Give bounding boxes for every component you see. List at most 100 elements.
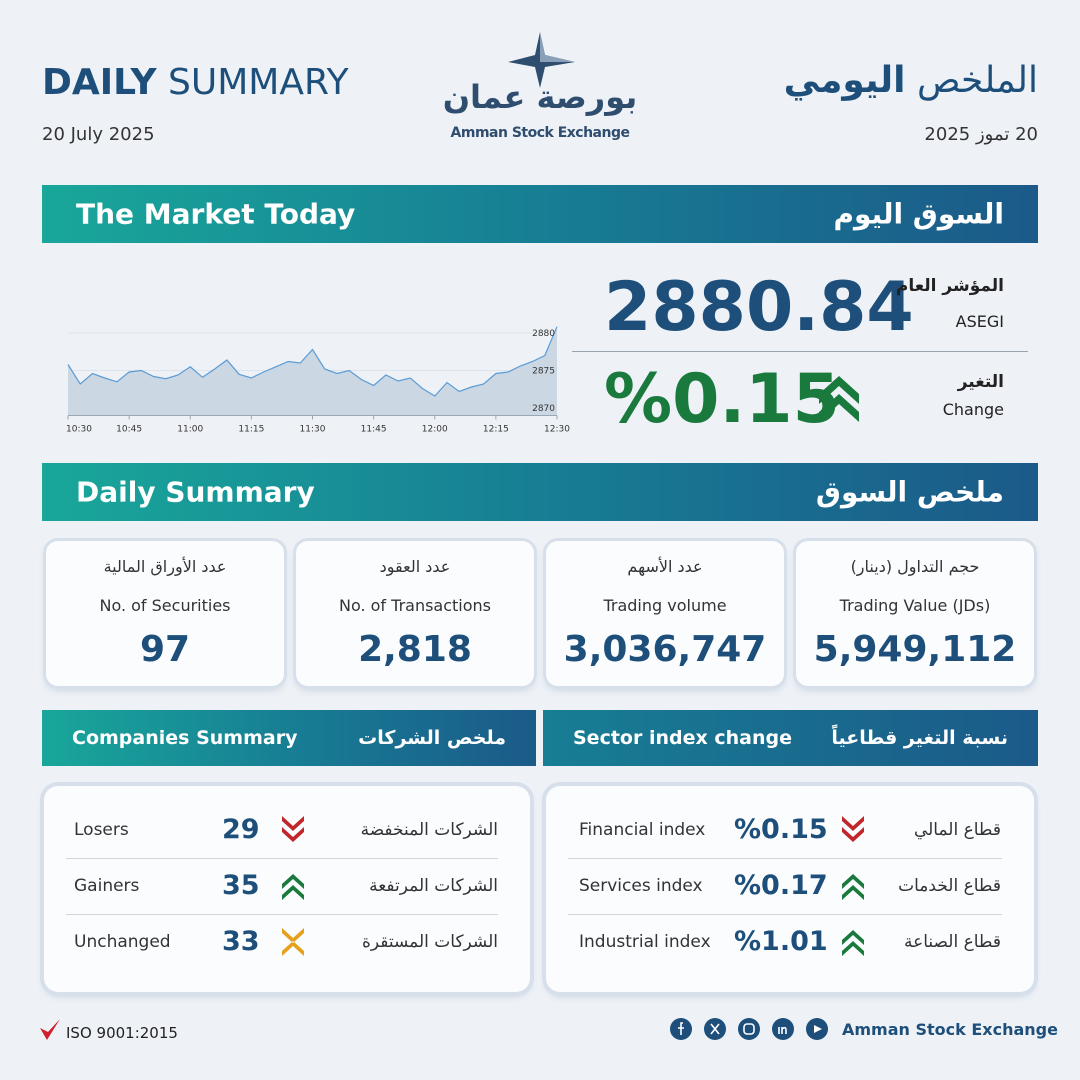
- x-tick-label: 12:00: [422, 425, 448, 435]
- area: [68, 326, 557, 416]
- section-bar: Sector index change نسبة التغير قطاعياً: [543, 710, 1038, 766]
- card-label-en: No. of Transactions: [338, 596, 492, 615]
- row-label-en: Industrial index: [579, 932, 711, 952]
- glyph: [778, 1026, 787, 1034]
- iso: ISO 9001:2015: [66, 1024, 178, 1042]
- section-bar: The Market Today السوق اليوم: [42, 185, 1038, 243]
- row-value: 33: [222, 926, 260, 957]
- logo-ar: بورصة عمان: [442, 78, 638, 116]
- row-label-ar: قطاع المالي: [913, 820, 1001, 840]
- card-label-ar: حجم التداول (دينار): [850, 557, 980, 576]
- row-value: %0.15: [734, 814, 828, 845]
- section-bar: Companies Summary ملخص الشركات: [42, 710, 536, 766]
- trend-icon: [842, 874, 864, 900]
- section-title-ar: السوق اليوم: [833, 197, 1004, 231]
- summary-card: عدد العقود No. of Transactions 2,818: [296, 541, 534, 686]
- trend-icon: [842, 816, 864, 842]
- row-label-ar: قطاع الصناعة: [903, 932, 1001, 952]
- chevrons: [282, 874, 304, 900]
- change-icon: [819, 376, 859, 422]
- y-tick-label: 2880: [532, 329, 555, 339]
- chevrons: [842, 874, 864, 900]
- row-label-ar: الشركات المرتفعة: [369, 876, 498, 896]
- x-tick-label: 12:30: [544, 425, 570, 435]
- x-tick-label: 11:30: [300, 425, 326, 435]
- title-en: DAILY SUMMARY: [42, 62, 349, 103]
- title-ar-rest: الملخص: [916, 60, 1038, 101]
- chevrons: [282, 816, 304, 842]
- x-tick-label: 12:15: [483, 425, 509, 435]
- companies-panel: [44, 786, 530, 992]
- section-bar: Daily Summary ملخص السوق: [42, 463, 1038, 521]
- logo-en: Amman Stock Exchange: [450, 125, 630, 141]
- title-rest: SUMMARY: [168, 62, 349, 103]
- row-value: %1.01: [734, 926, 828, 957]
- glyph: [743, 1023, 755, 1035]
- card-label-en: No. of Securities: [99, 596, 231, 615]
- x-tick-label: 11:00: [177, 425, 203, 435]
- section-title-ar: ملخص السوق: [815, 475, 1004, 509]
- row-label-en: Financial index: [579, 820, 706, 840]
- card-label-en: Trading volume: [603, 596, 727, 615]
- card-value: 2,818: [358, 629, 472, 670]
- y-tick-label: 2875: [532, 367, 555, 377]
- glyph: [710, 1023, 720, 1035]
- index-value: 2880.84: [604, 268, 914, 347]
- trend-icon: [282, 816, 304, 842]
- title-bold: DAILY: [42, 62, 157, 103]
- index-chart: 2870 2875 2880 10:30 10:45 11:00 11:15 11:30 11:…: [66, 326, 570, 435]
- row-separator: [66, 858, 498, 859]
- title-ar: الملخص اليومي: [784, 60, 1038, 101]
- row-label-en: Losers: [74, 820, 129, 840]
- chevrons: [842, 816, 864, 842]
- row-label-ar: الشركات المستقرة: [361, 932, 498, 952]
- logo-star-light: [540, 32, 575, 62]
- up-chevrons: [819, 376, 859, 422]
- section-title-ar: نسبة التغير قطاعياً: [831, 727, 1008, 749]
- card-label-ar: عدد الأوراق المالية: [103, 557, 227, 576]
- x-tick-label: 11:45: [361, 425, 387, 435]
- title-ar-bold: اليومي: [783, 60, 906, 101]
- divider: [572, 351, 1028, 352]
- y-tick-label: 2870: [532, 404, 555, 414]
- section-title-en: The Market Today: [76, 197, 356, 231]
- sectors-panel: [546, 786, 1034, 992]
- check: [40, 1019, 60, 1040]
- footer-brand: Amman Stock Exchange: [842, 1020, 1058, 1039]
- section-title-en: Sector index change: [573, 727, 792, 749]
- index-label-en: ASEGI: [955, 312, 1004, 331]
- row-label-ar: قطاع الخدمات: [898, 876, 1001, 896]
- trend-icon: [842, 930, 864, 956]
- change-label-en: Change: [942, 400, 1004, 419]
- card-value: 5,949,112: [813, 629, 1017, 670]
- row-separator: [568, 858, 1002, 859]
- x-tick-label: 10:45: [116, 425, 142, 435]
- row-label-en: Unchanged: [74, 932, 171, 952]
- card-label-en: Trading Value (JDs): [839, 596, 991, 615]
- card-label-ar: عدد العقود: [379, 557, 451, 576]
- glyph: [678, 1022, 684, 1035]
- trend-icon: [282, 874, 304, 900]
- section-title-ar: ملخص الشركات: [358, 727, 506, 749]
- social-icons: [670, 1018, 828, 1040]
- summary-card: عدد الأسهم Trading volume 3,036,747: [546, 541, 784, 686]
- card-value: 97: [139, 629, 191, 670]
- section-title-en: Daily Summary: [76, 475, 315, 509]
- row-value: 35: [222, 870, 260, 901]
- date-ar: 20 تموز 2025: [924, 124, 1038, 145]
- chevrons: [282, 928, 304, 956]
- card-value: 3,036,747: [563, 629, 767, 670]
- summary-card: عدد الأوراق المالية No. of Securities 97: [46, 541, 284, 686]
- summary-card: حجم التداول (دينار) Trading Value (JDs) 5,…: [796, 541, 1034, 686]
- row-label-en: Services index: [579, 876, 703, 896]
- glyph: [814, 1025, 822, 1033]
- row-separator: [66, 914, 498, 915]
- chevrons: [842, 930, 864, 956]
- row-value: %0.17: [734, 870, 828, 901]
- trend-icon: [282, 928, 304, 956]
- logo-mark: [508, 32, 575, 88]
- row-separator: [568, 914, 1002, 915]
- row-label-en: Gainers: [74, 876, 140, 896]
- icon-instagram: [738, 1018, 760, 1040]
